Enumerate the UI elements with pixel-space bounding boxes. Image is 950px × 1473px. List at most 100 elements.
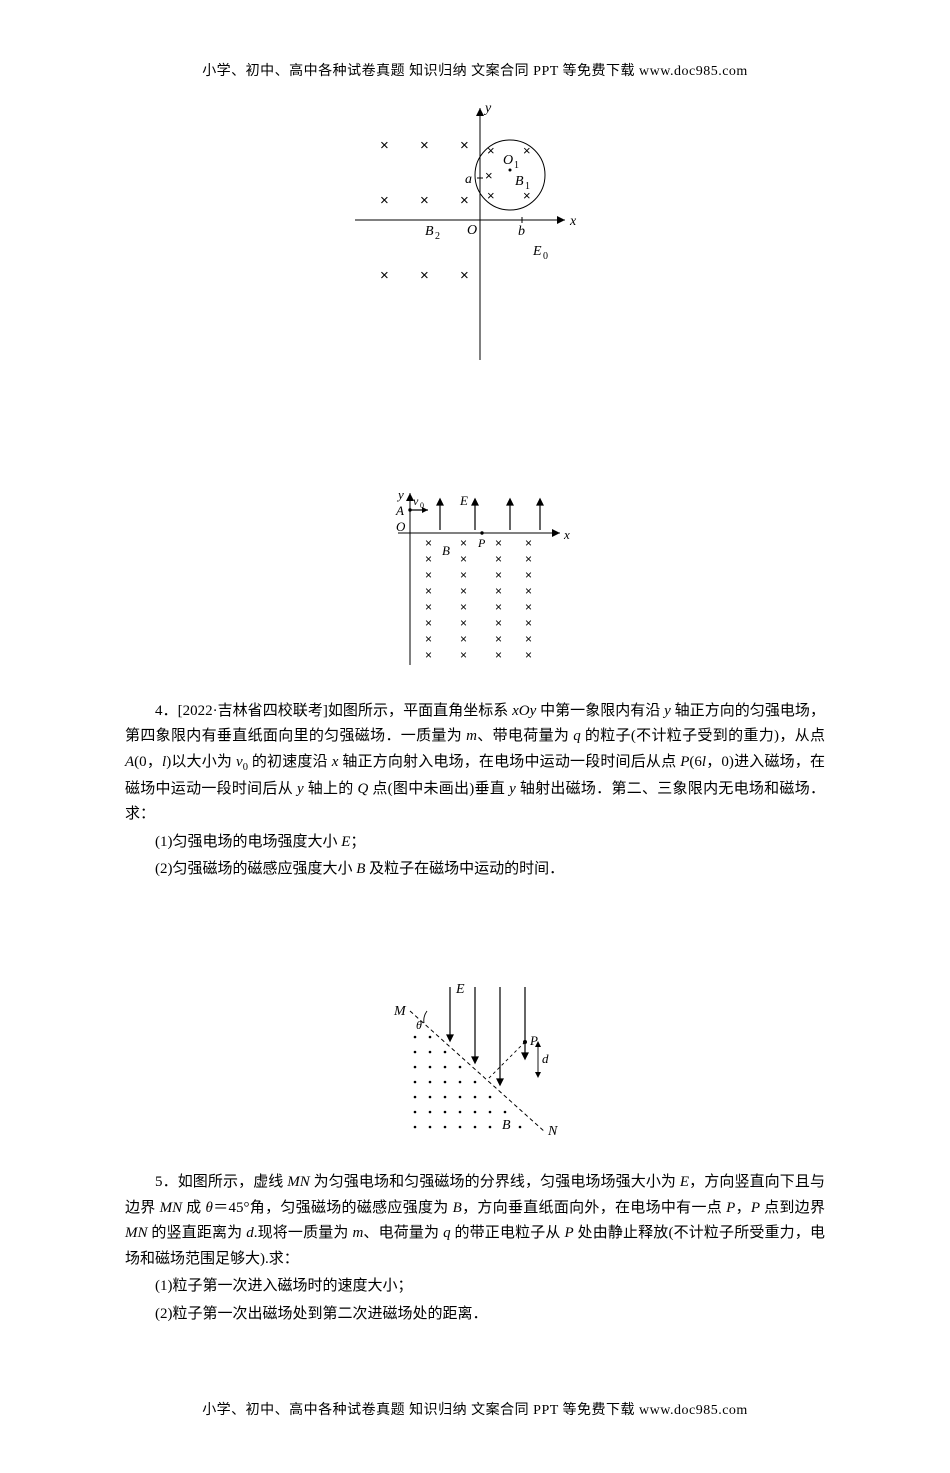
text: 轴上的 <box>304 781 358 797</box>
text: (1)匀强电场的电场强度大小 <box>155 834 341 850</box>
svg-text:×: × <box>380 192 389 209</box>
problem-4-q2: (2)匀强磁场的磁感应强度大小 B 及粒子在磁场中运动的时间． <box>125 857 825 883</box>
svg-text:1: 1 <box>514 160 519 171</box>
svg-text:×: × <box>525 632 532 646</box>
text: ； <box>350 834 365 850</box>
svg-text:×: × <box>495 568 502 582</box>
figure-1: x y O a b B 2 O 1 B 1 E 0 ××× ××× <box>125 100 825 370</box>
svg-text:B: B <box>502 1118 511 1133</box>
text: 中第一象限内有沿 <box>536 703 664 719</box>
var-v: v <box>236 754 243 770</box>
var-B: B <box>453 1200 462 1216</box>
svg-text:×: × <box>425 616 432 630</box>
svg-text:×: × <box>495 616 502 630</box>
svg-text:×: × <box>425 648 432 662</box>
var-P3: P <box>564 1225 573 1241</box>
svg-text:×: × <box>525 536 532 550</box>
svg-text:×: × <box>460 584 467 598</box>
text: 的带正电粒子从 <box>451 1225 565 1241</box>
spacer-1 <box>125 393 825 473</box>
svg-text:×: × <box>460 536 467 550</box>
svg-text:y: y <box>483 101 492 116</box>
svg-text:×: × <box>460 267 469 284</box>
figure-3-svg: M N θ E P d B <box>380 977 570 1137</box>
var-y2: y <box>297 781 304 797</box>
svg-text:×: × <box>495 536 502 550</box>
svg-text:a: a <box>465 172 472 187</box>
svg-text:E: E <box>459 493 468 508</box>
svg-text:×: × <box>460 632 467 646</box>
svg-text:×: × <box>460 568 467 582</box>
problem-5-body: 5．如图所示，虚线 MN 为匀强电场和匀强磁场的分界线，匀强电场场强大小为 E ，… <box>125 1170 825 1272</box>
svg-text:A: A <box>395 503 404 518</box>
svg-text:×: × <box>460 600 467 614</box>
var-P2: P <box>751 1200 760 1216</box>
svg-text:×: × <box>525 600 532 614</box>
text: ＝45°角，匀强磁场的磁感应强度为 <box>213 1200 453 1216</box>
svg-text:×: × <box>380 267 389 284</box>
svg-text:E: E <box>455 982 465 997</box>
text: 5．如图所示，虚线 <box>155 1174 287 1190</box>
svg-text:y: y <box>396 487 404 502</box>
svg-text:×: × <box>460 192 469 209</box>
svg-text:×: × <box>460 616 467 630</box>
text: ， <box>735 1200 751 1216</box>
svg-text:×: × <box>523 143 531 158</box>
text: 的粒子(不计粒子受到的重力)，从点 <box>581 728 825 744</box>
var-mn: MN <box>287 1174 310 1190</box>
figure-3: M N θ E P d B <box>125 977 825 1147</box>
svg-text:×: × <box>460 648 467 662</box>
svg-text:N: N <box>547 1124 558 1137</box>
svg-text:×: × <box>425 632 432 646</box>
svg-text:×: × <box>495 552 502 566</box>
text: 及粒子在磁场中运动的时间． <box>365 861 564 877</box>
svg-text:×: × <box>485 168 493 183</box>
var-E: E <box>680 1174 689 1190</box>
svg-text:O: O <box>467 223 477 238</box>
svg-text:O: O <box>503 153 513 168</box>
svg-text:d: d <box>542 1051 549 1066</box>
svg-text:×: × <box>525 648 532 662</box>
text: 成 <box>182 1200 205 1216</box>
svg-text:B: B <box>442 543 450 558</box>
svg-text:×: × <box>425 600 432 614</box>
svg-text:B: B <box>425 224 434 239</box>
svg-text:×: × <box>425 584 432 598</box>
svg-text:×: × <box>420 137 429 154</box>
text: .现将一质量为 <box>254 1225 353 1241</box>
var-xoy: xOy <box>512 703 536 719</box>
svg-text:2: 2 <box>435 231 440 242</box>
svg-text:×: × <box>380 137 389 154</box>
problem-5-q2: (2)粒子第一次出磁场处到第二次进磁场处的距离． <box>125 1302 825 1328</box>
svg-text:×: × <box>420 192 429 209</box>
var-d: d <box>246 1225 254 1241</box>
var-m: m <box>466 728 477 744</box>
text: )以大小为 <box>166 754 236 770</box>
figure-2-svg: x y O A v 0 E P B ×××× <box>380 485 570 665</box>
svg-text:×: × <box>425 536 432 550</box>
var-y3: y <box>509 781 516 797</box>
svg-text:×: × <box>487 143 495 158</box>
text: 轴正方向射入电场，在电场中运动一段时间后从点 <box>338 754 680 770</box>
text: 的初速度沿 <box>248 754 332 770</box>
svg-text:x: x <box>563 527 570 542</box>
text: ，方向垂直纸面向外，在电场中有一点 <box>462 1200 726 1216</box>
page-header: 小学、初中、高中各种试卷真题 知识归纳 文案合同 PPT 等免费下载 www.d… <box>125 60 825 84</box>
var-Q: Q <box>358 781 369 797</box>
var-m: m <box>352 1225 363 1241</box>
var-p: P <box>680 754 689 770</box>
svg-text:0: 0 <box>420 501 424 510</box>
problem-4-q1: (1)匀强电场的电场强度大小 E； <box>125 830 825 856</box>
figure-1-svg: x y O a b B 2 O 1 B 1 E 0 ××× ××× <box>355 100 595 360</box>
var-y: y <box>664 703 671 719</box>
var-q: q <box>573 728 581 744</box>
svg-text:b: b <box>518 224 525 239</box>
svg-text:B: B <box>515 174 524 189</box>
svg-text:θ: θ <box>416 1018 422 1032</box>
text: 为匀强电场和匀强磁场的分界线，匀强电场场强大小为 <box>310 1174 680 1190</box>
text: (0， <box>134 754 162 770</box>
svg-text:×: × <box>420 267 429 284</box>
figure-2: x y O A v 0 E P B ×××× <box>125 485 825 675</box>
var-a: A <box>125 754 134 770</box>
svg-text:×: × <box>523 188 531 203</box>
